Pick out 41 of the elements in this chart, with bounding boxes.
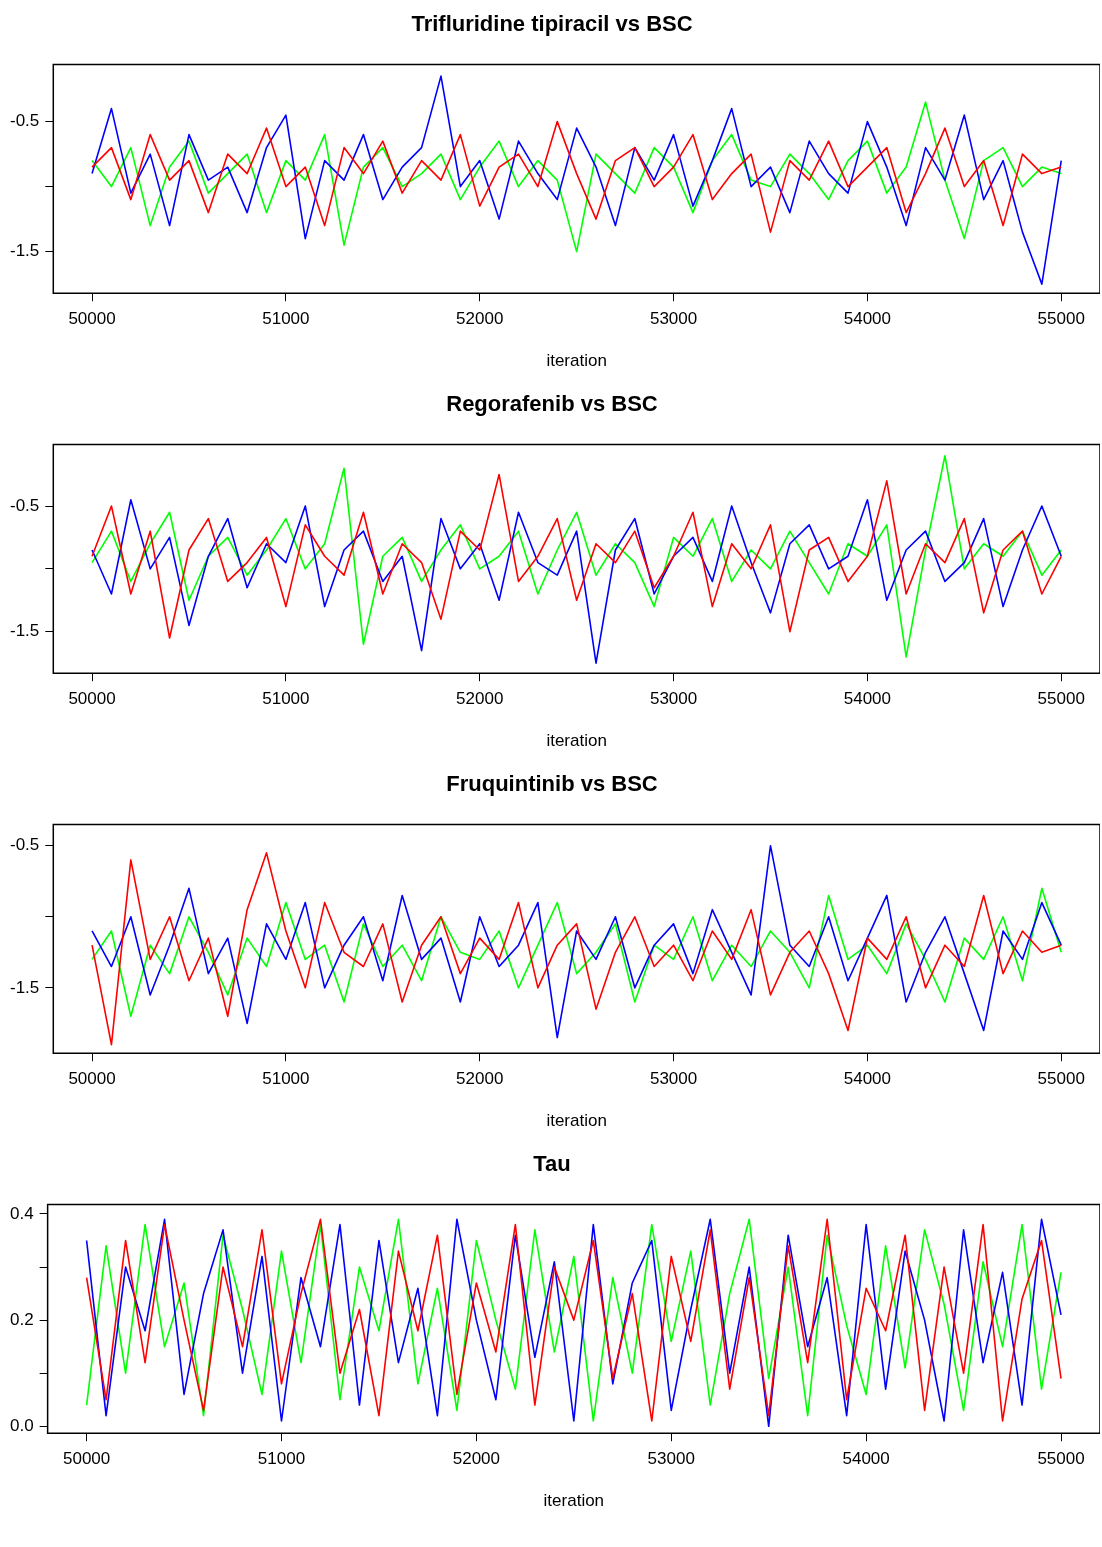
x-tick-label: 55000	[1037, 1449, 1085, 1469]
x-tick-label: 54000	[843, 1069, 892, 1089]
y-tick-label: -0.5	[10, 495, 40, 515]
x-tick-label: 51000	[262, 1069, 310, 1089]
x-tick-label: 53000	[647, 1449, 695, 1469]
y-tick-label: -0.5	[10, 111, 40, 131]
x-tick-label: 50000	[62, 1449, 111, 1469]
y-tick-label: -0.5	[10, 835, 40, 855]
y-tick-label: -1.5	[10, 977, 40, 997]
x-tick-label: 54000	[843, 309, 892, 329]
x-tick-label: 52000	[456, 1069, 504, 1089]
y-tick-label: 0.2	[9, 1309, 34, 1329]
chart-title: Tau	[533, 1151, 571, 1177]
x-tick-label: 51000	[262, 309, 310, 329]
x-axis-title: iteration	[546, 731, 607, 751]
x-tick-label: 50000	[68, 309, 116, 329]
x-tick-label: 55000	[1037, 689, 1085, 709]
y-tick-label: -1.5	[10, 621, 40, 641]
y-tick-label: 0.0	[9, 1415, 34, 1435]
x-tick-label: 51000	[262, 689, 310, 709]
y-tick-label: 0.4	[9, 1203, 34, 1223]
chart-title: Fruquintinib vs BSC	[446, 771, 658, 797]
x-tick-label: 52000	[452, 1449, 501, 1469]
x-tick-label: 52000	[456, 689, 504, 709]
x-tick-label: 53000	[649, 309, 698, 329]
x-tick-label: 51000	[257, 1449, 306, 1469]
x-tick-label: 54000	[843, 689, 892, 709]
x-tick-label: 53000	[649, 1069, 698, 1089]
y-tick-label: -1.5	[10, 241, 40, 261]
x-tick-label: 55000	[1037, 1069, 1085, 1089]
chart-title: Regorafenib vs BSC	[446, 391, 658, 417]
chart-title: Trifluridine tipiracil vs BSC	[411, 11, 693, 37]
x-tick-label: 53000	[649, 689, 698, 709]
x-tick-label: 55000	[1037, 309, 1085, 329]
x-axis-title: iteration	[543, 1491, 605, 1511]
x-tick-label: 50000	[68, 689, 116, 709]
x-tick-label: 52000	[456, 309, 504, 329]
x-axis-title: iteration	[546, 1111, 607, 1131]
x-axis-title: iteration	[546, 351, 607, 371]
x-tick-label: 50000	[68, 1069, 116, 1089]
x-tick-label: 54000	[842, 1449, 890, 1469]
